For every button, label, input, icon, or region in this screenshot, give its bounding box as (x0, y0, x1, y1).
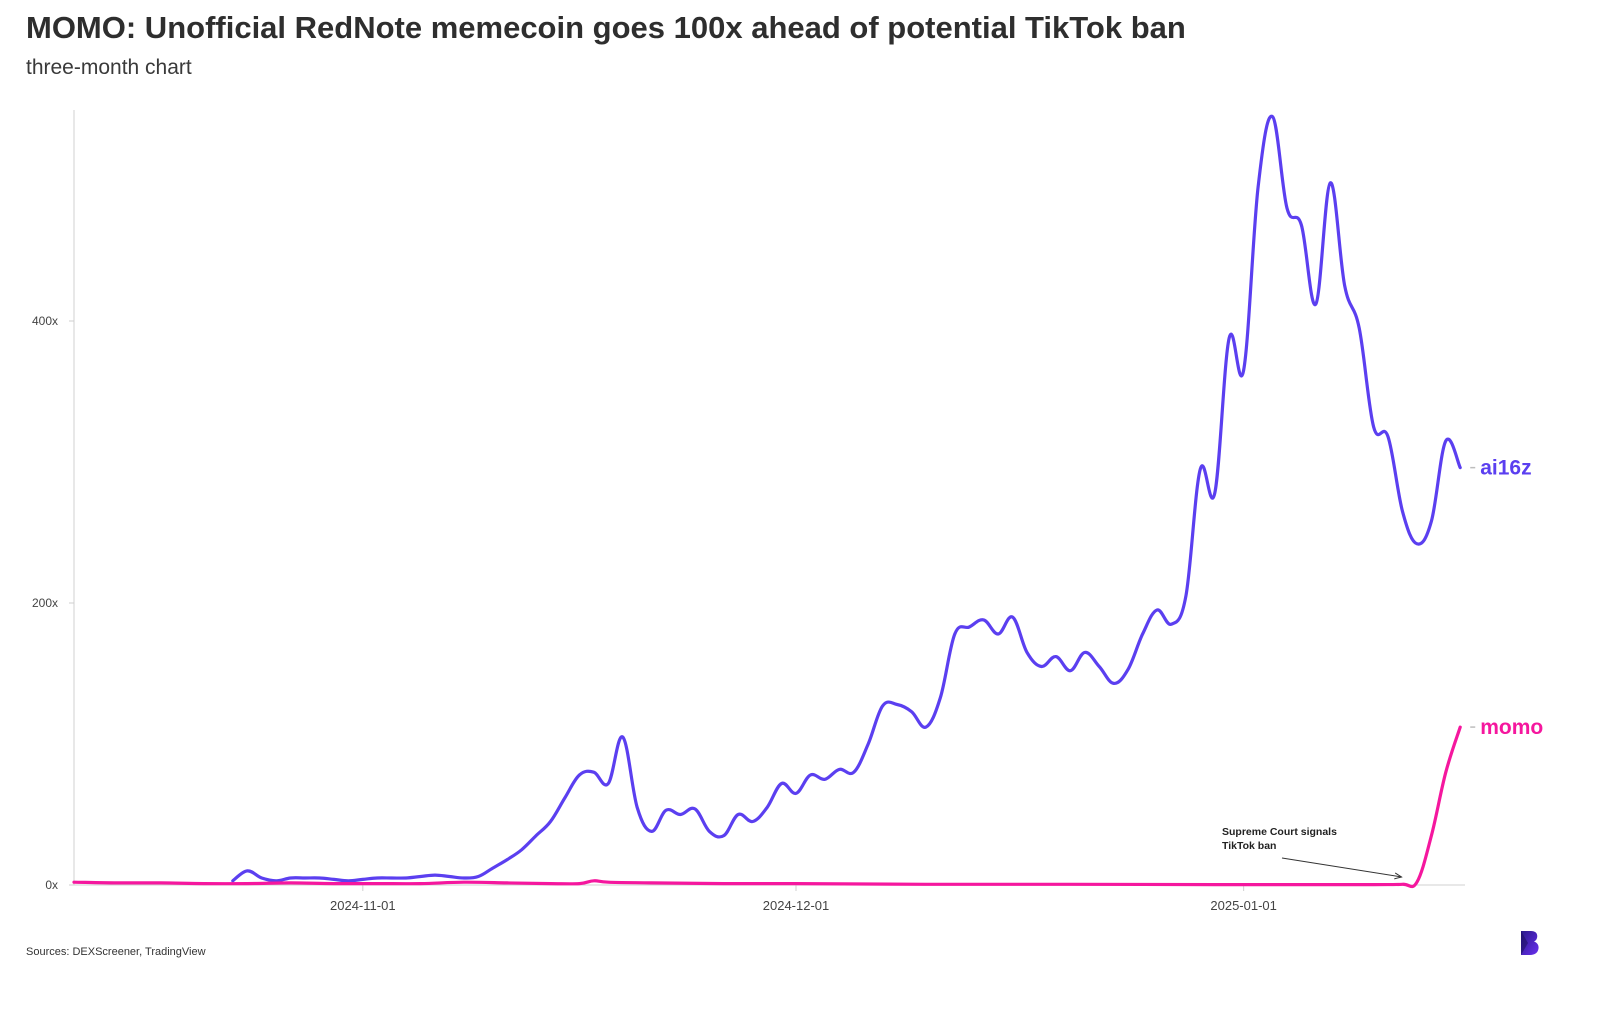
series-label-ai16z: ai16z (1480, 457, 1531, 480)
annotation-text: TikTok ban (1222, 840, 1276, 852)
sources-note: Sources: DEXScreener, TradingView (26, 946, 206, 958)
series: ai16z momo (72, 114, 1543, 889)
series-line-momo (72, 725, 1462, 889)
chart-title: MOMO: Unofficial RedNote memecoin goes 1… (26, 10, 1186, 45)
chart-subtitle: three-month chart (26, 56, 192, 79)
x-tick-label: 2024-12-01 (763, 898, 830, 913)
annotation-arrow (1281, 857, 1402, 877)
y-tick-label: 200x (32, 596, 58, 610)
y-tick-label: 400x (32, 314, 58, 328)
x-tick-label: 2024-11-01 (330, 898, 396, 913)
series-label-momo: momo (1480, 716, 1543, 739)
y-tick-label: 0x (45, 878, 58, 892)
series-line-ai16z (231, 114, 1462, 883)
annotation: Supreme Court signals TikTok ban (1222, 826, 1402, 877)
annotation-text: Supreme Court signals (1222, 826, 1337, 838)
x-tick-label: 2025-01-01 (1210, 898, 1277, 913)
axes: 0x 200x 400x 2024-11-01 2024-12-01 2025-01-01 (32, 110, 1465, 913)
b-brand-logo-icon (1521, 931, 1539, 955)
